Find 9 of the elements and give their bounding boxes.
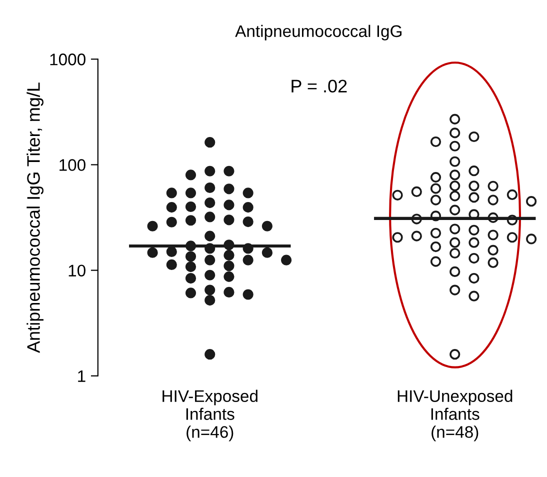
- chart-title: Antipneumococcal IgG: [235, 24, 402, 40]
- y-tick-label: 10: [68, 264, 86, 277]
- y-tick-label: 100: [60, 159, 86, 171]
- y-axis-title: Antipneumococcal IgG Titer, mg/L: [26, 82, 44, 353]
- x-tick-label: HIV-Exposed Infants (n=46): [162, 390, 258, 442]
- annotation: P = .02: [292, 80, 347, 92]
- x-tick-label: HIV-Unexposed Infants (n=48): [398, 390, 512, 442]
- y-tick-label: 1: [78, 370, 86, 382]
- y-tick-label: 1000: [50, 54, 86, 66]
